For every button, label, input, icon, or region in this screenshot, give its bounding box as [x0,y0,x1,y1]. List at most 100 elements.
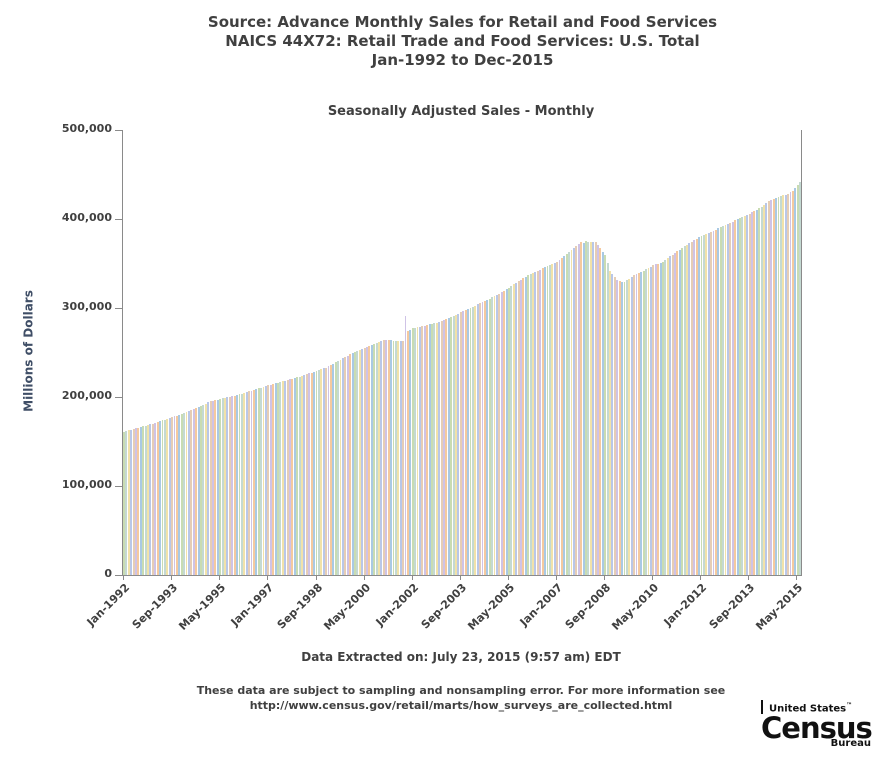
bar [252,389,255,575]
bar [649,266,652,575]
bar [219,399,222,575]
y-tick-mark [115,219,122,220]
bar [228,396,231,575]
bar [339,359,342,575]
bar [724,224,727,575]
bar [322,368,325,575]
bar [775,197,777,575]
bar [481,302,484,575]
bar [438,321,441,575]
bar [293,378,296,575]
bar [606,262,609,575]
bar [495,294,498,575]
bar [613,277,616,575]
bar [346,355,349,575]
bar [375,342,378,575]
bar [428,324,431,575]
bar [710,231,713,575]
bar [291,378,294,575]
bar [736,219,739,575]
bar [678,249,681,575]
bar [512,284,515,575]
bar [563,255,566,575]
bar [731,221,734,575]
bar [236,394,238,575]
bar [431,323,433,575]
page-title-line-2: NAICS 44X72: Retail Trade and Food Servi… [225,32,700,50]
bar [159,421,161,575]
y-tick-mark [115,486,122,487]
bar [382,340,385,575]
bar [255,389,258,575]
bar [589,242,592,575]
bar [551,263,554,575]
bar [269,384,272,575]
bar [585,241,587,575]
bar [433,323,436,575]
bar [185,411,188,575]
bar [681,248,684,575]
bar [772,198,775,575]
bar [298,376,301,575]
bar [556,261,559,575]
bar [221,398,224,575]
y-tick-label: 0 [104,567,112,580]
bar [363,347,366,575]
bar [426,324,429,575]
bar [635,273,638,575]
bar [763,204,765,575]
y-tick-mark [115,575,122,576]
bar [296,377,299,575]
bar [712,230,715,575]
bar [493,296,496,575]
bar [313,371,315,575]
y-tick-label: 100,000 [61,478,112,491]
bar [483,300,486,575]
bar [156,422,159,575]
bar [411,328,414,575]
bar [238,394,241,575]
bar [529,273,532,575]
y-tick-mark [115,308,122,309]
bar [443,320,445,575]
bar [623,282,626,575]
page-title: Source: Advance Monthly Sales for Retail… [40,13,885,70]
bar [354,351,356,575]
bar [358,349,361,575]
bar [245,392,248,575]
logo-country-text: United States™ [761,700,871,715]
bar [457,313,460,575]
bar [274,383,277,575]
bar [327,366,330,575]
bar [149,424,152,575]
page-title-line-1: Source: Advance Monthly Sales for Retail… [207,13,718,31]
bar [765,202,768,575]
bar [577,244,580,575]
bar [370,344,373,575]
bar [654,264,657,575]
y-tick-label: 300,000 [61,300,112,313]
bar [289,379,291,575]
bar [662,261,664,575]
bar [471,306,474,575]
bar [532,272,534,575]
bar [628,278,631,575]
bar [705,233,708,575]
bar [599,248,602,575]
bar [702,234,705,575]
bar [421,326,424,575]
bar [231,396,234,575]
bar [394,340,397,575]
bar [548,265,551,575]
bar [154,422,157,575]
bar [791,190,794,575]
bar [779,196,782,575]
bar [423,325,426,575]
bar [491,297,494,575]
bar [459,312,462,575]
bar [349,354,352,575]
bar [729,222,732,575]
bar [546,266,549,575]
bar [281,381,284,575]
bar [592,241,595,575]
